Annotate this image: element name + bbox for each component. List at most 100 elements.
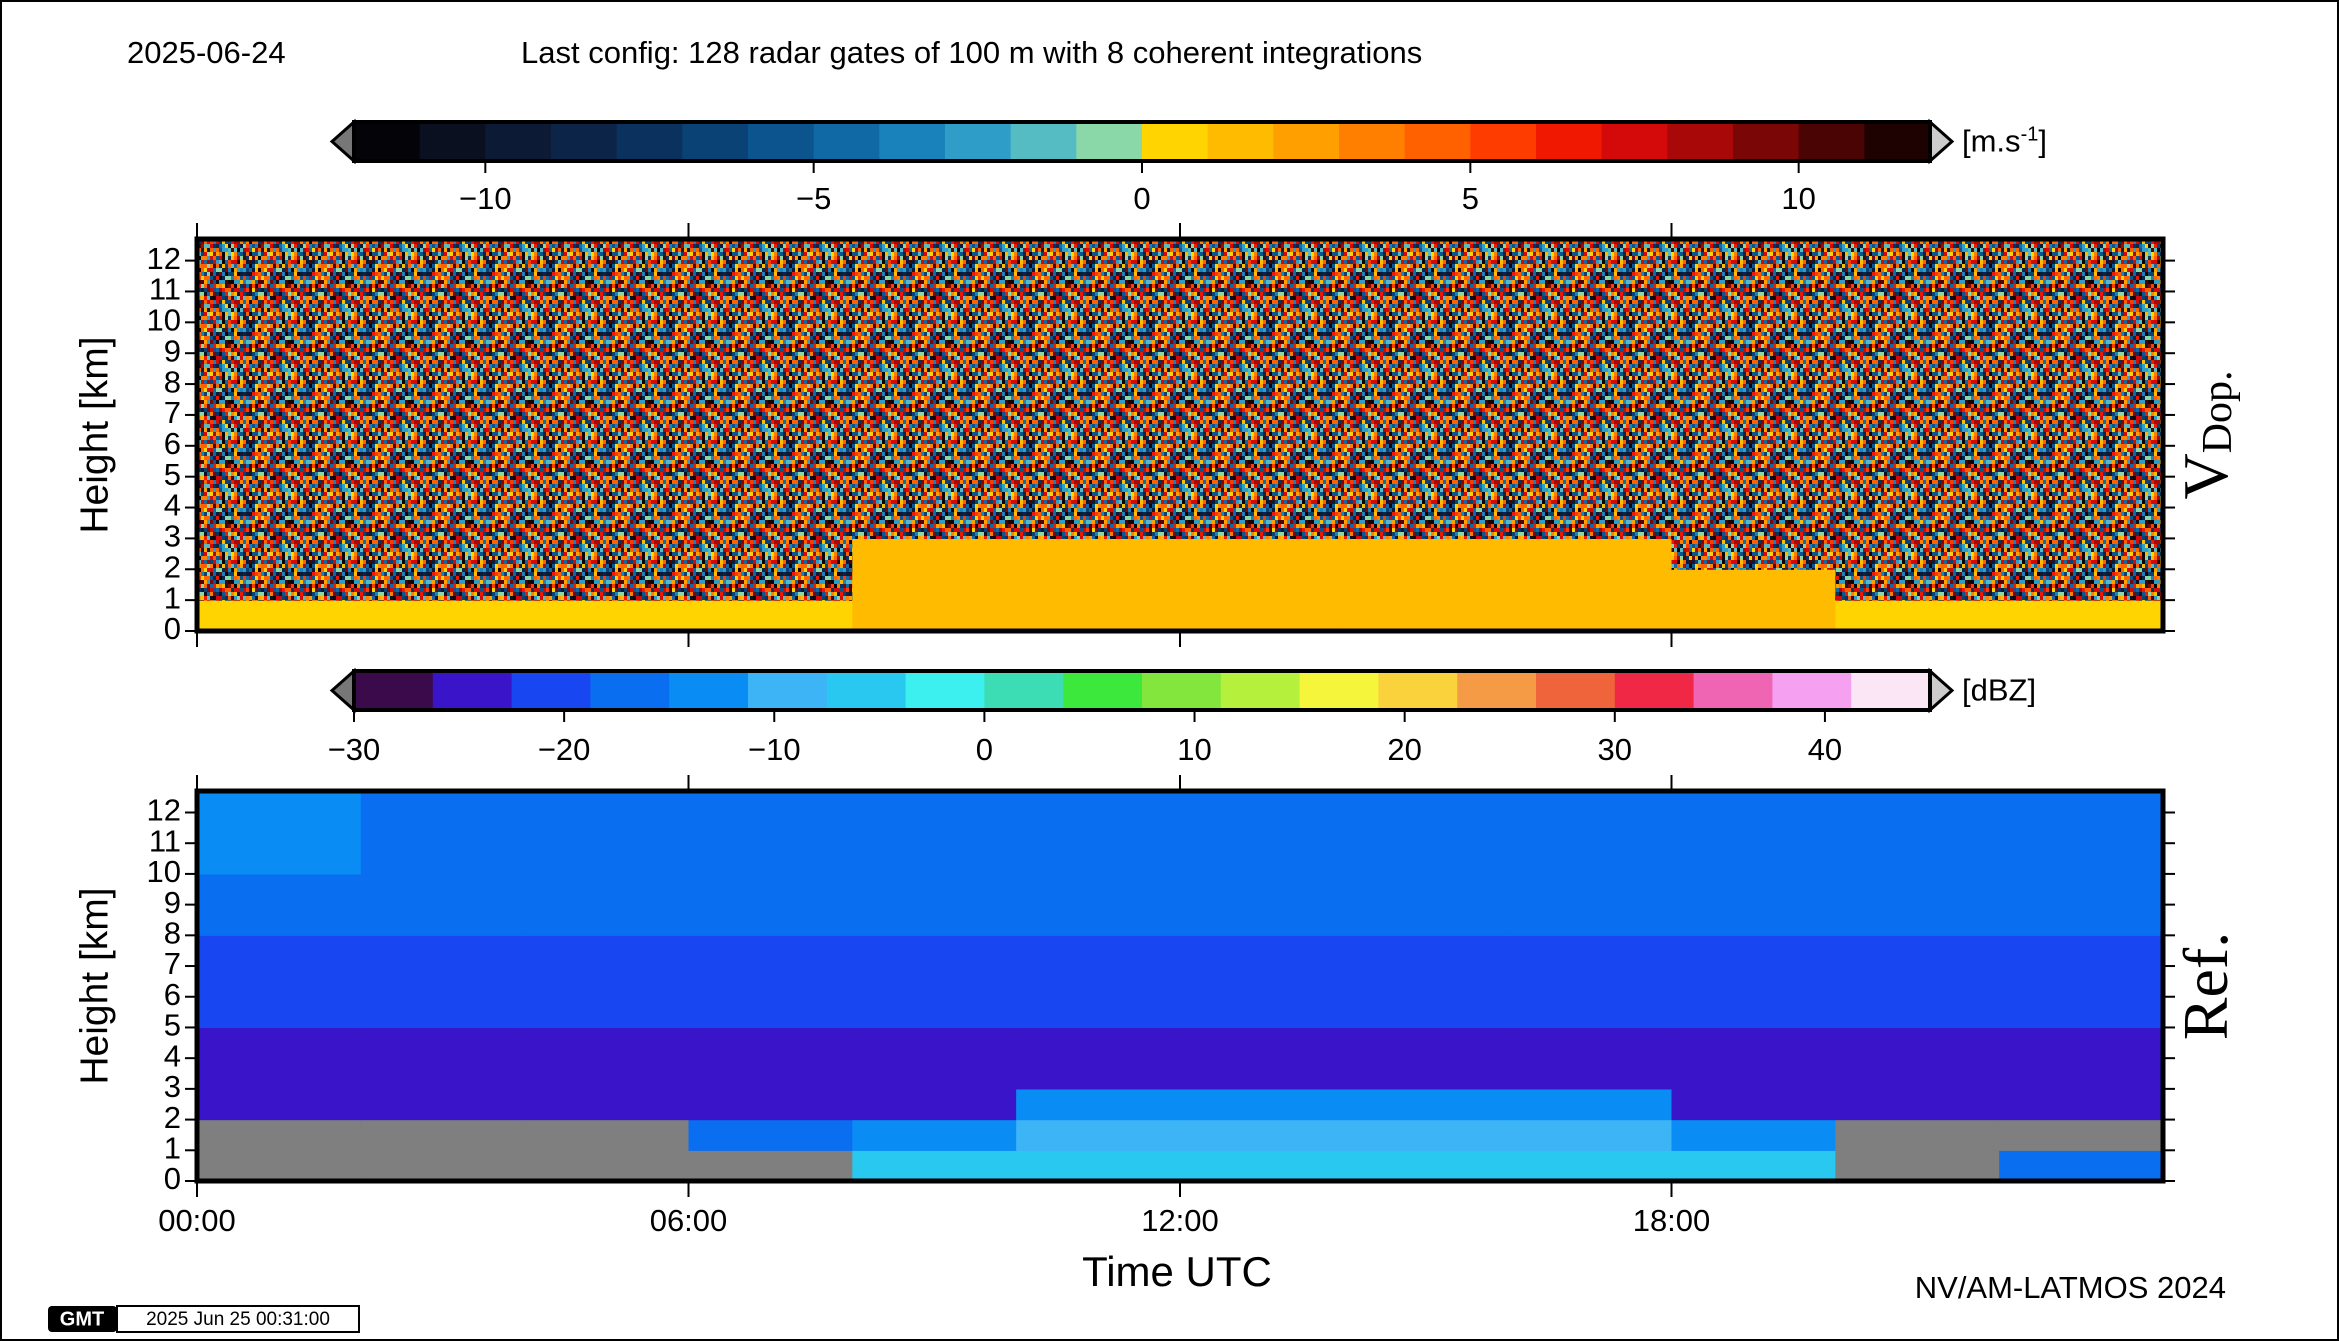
heatmap-cell (852, 966, 1017, 998)
heatmap-cell (1016, 843, 1181, 875)
colorbar-tick-label: −10 (459, 181, 512, 216)
heatmap-cell (1999, 812, 2164, 844)
heatmap-cell (1343, 1119, 1509, 1151)
heatmap-cell (197, 384, 362, 416)
heatmap-cell (360, 812, 526, 844)
heatmap-cell (524, 384, 690, 416)
heatmap-cell (1180, 291, 1345, 323)
heatmap-cell (524, 904, 690, 936)
colorbar-swatch (432, 671, 513, 710)
heatmap-cell (1835, 239, 2000, 262)
heatmap-cell (1180, 1058, 1345, 1090)
heatmap-cell (1016, 384, 1181, 416)
heatmap-cell (1180, 1119, 1345, 1151)
x-tick-label: 12:00 (1141, 1203, 1219, 1238)
heatmap-cell (1999, 414, 2164, 447)
y-axis-label: Height [km] (73, 887, 116, 1084)
y-tick-label: 3 (164, 519, 181, 554)
heatmap-cell (1999, 445, 2164, 478)
y-tick-label: 11 (149, 272, 181, 307)
heatmap-cell (524, 966, 690, 998)
heatmap-cell (1016, 1150, 1181, 1182)
heatmap-cell (1835, 843, 2000, 875)
colorbar-tick-label: 10 (1781, 181, 1815, 216)
heatmap-cell (524, 322, 690, 354)
heatmap-cell (1671, 1088, 1836, 1121)
colorbar-swatch (669, 671, 749, 710)
heatmap-cell (360, 843, 526, 875)
heatmap-cell (1999, 904, 2164, 936)
y-tick-label: 2 (164, 1100, 181, 1135)
heatmap-cell (197, 600, 362, 632)
config-title: Last config: 128 radar gates of 100 m wi… (521, 35, 1422, 70)
heatmap-cell (688, 843, 853, 875)
colorbar-swatch (905, 671, 985, 710)
colorbar-swatch (1536, 122, 1603, 161)
colorbar-tick-label: 30 (1598, 732, 1632, 767)
heatmap-cell (1999, 291, 2164, 323)
logo-box (48, 1306, 117, 1332)
heatmap-cell (852, 600, 1017, 632)
colorbar-tick-label: 20 (1387, 732, 1421, 767)
heatmap-cell (852, 507, 1017, 540)
heatmap-cell (1835, 1119, 2000, 1151)
heatmap-cell (852, 1088, 1017, 1121)
heatmap-cell (197, 935, 362, 967)
heatmap-cell (1016, 414, 1181, 447)
colorbar-unit-end: ] (2038, 124, 2047, 159)
heatmap-cell (1507, 812, 1673, 844)
heatmap-cell (1343, 322, 1509, 354)
colorbar-swatch (1614, 671, 1695, 710)
heatmap-cell (360, 791, 526, 814)
heatmap-cell (1507, 1088, 1673, 1121)
heatmap-cell (1507, 260, 1673, 293)
heatmap-cell (197, 1058, 362, 1090)
heatmap-cell (1507, 996, 1673, 1029)
heatmap-cell (197, 843, 362, 875)
heatmap-cell (1671, 239, 1836, 262)
heatmap-cell (1835, 414, 2000, 447)
heatmap-cell (197, 476, 362, 509)
heatmap-cell (1835, 1027, 2000, 1059)
heatmap-cell (1343, 1088, 1509, 1121)
heatmap-cell (360, 904, 526, 936)
heatmap-cell (1343, 791, 1509, 814)
heatmap-cell (1016, 239, 1181, 262)
heatmap-cell (1016, 322, 1181, 354)
side-label: Ref. (2170, 932, 2241, 1040)
heatmap-cell (1999, 1150, 2164, 1182)
colorbar-swatch (1076, 122, 1143, 161)
heatmap-cell (197, 1119, 362, 1151)
heatmap-cell (1180, 843, 1345, 875)
heatmap-cell (852, 260, 1017, 293)
heatmap-cell (1507, 1027, 1673, 1059)
colorbar-swatch (826, 671, 907, 710)
colorbar-swatch (1733, 122, 1800, 161)
heatmap-cell (1016, 476, 1181, 509)
heatmap-cell (1180, 996, 1345, 1029)
heatmap-cell (524, 843, 690, 875)
colorbar-swatch (1142, 671, 1222, 710)
heatmap-cell (197, 966, 362, 998)
heatmap-cell (1180, 353, 1345, 385)
colorbar-swatch (1693, 671, 1773, 710)
heatmap-cell (1016, 260, 1181, 293)
heatmap-cell (1180, 904, 1345, 936)
heatmap-cell (197, 414, 362, 447)
heatmap-cell (1180, 873, 1345, 906)
heatmap-cell (1507, 239, 1673, 262)
colorbar-swatch (1601, 122, 1668, 161)
logo: GMT (60, 1308, 104, 1330)
heatmap-cell (1671, 873, 1836, 906)
y-tick-label: 1 (164, 580, 181, 615)
heatmap-cell (524, 600, 690, 632)
colorbar-swatch (1299, 671, 1379, 710)
heatmap-cell (852, 322, 1017, 354)
heatmap-cell (1016, 538, 1181, 570)
y-tick-label: 1 (164, 1130, 181, 1165)
heatmap-cell (852, 445, 1017, 478)
heatmap-cell (1835, 353, 2000, 385)
heatmap-cell (360, 291, 526, 323)
y-tick-label: 12 (147, 241, 181, 276)
y-tick-label: 9 (164, 885, 181, 920)
